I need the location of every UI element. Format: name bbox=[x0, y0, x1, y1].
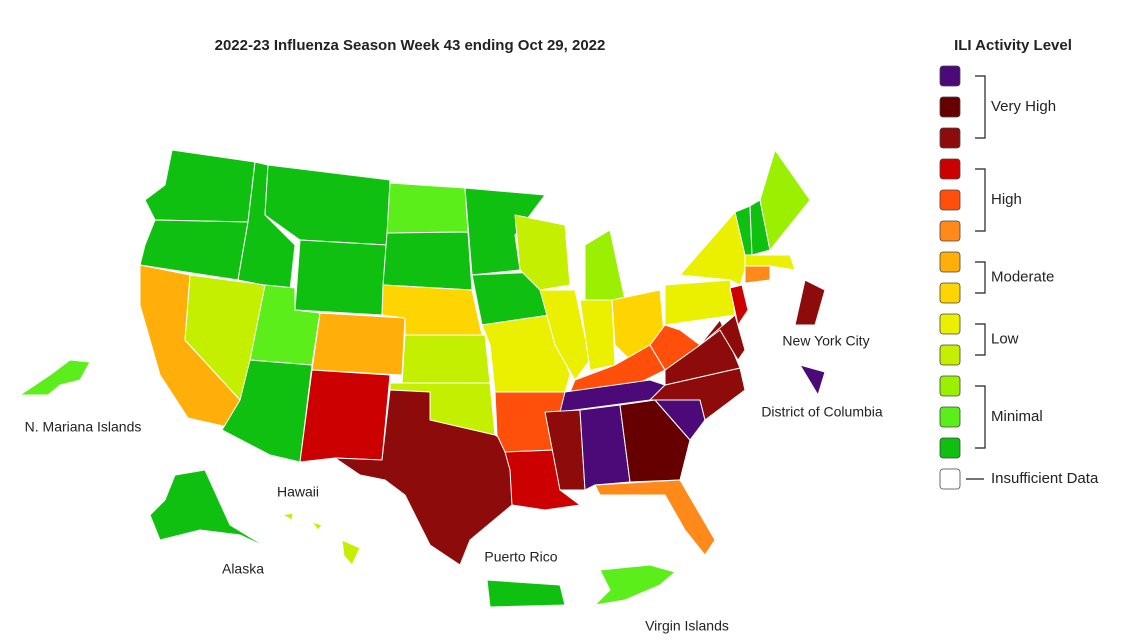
legend-swatch bbox=[939, 437, 961, 459]
legend-swatch bbox=[939, 375, 961, 397]
map-region bbox=[221, 359, 313, 463]
map-region bbox=[401, 334, 491, 384]
map-region bbox=[679, 211, 749, 286]
place-label: New York City bbox=[782, 333, 869, 349]
map-region bbox=[311, 521, 323, 531]
legend-swatch bbox=[939, 127, 961, 149]
map-region bbox=[139, 219, 249, 281]
place-label: N. Mariana Islands bbox=[25, 419, 142, 435]
legend-label: Minimal bbox=[991, 408, 1043, 425]
legend-label: Very High bbox=[991, 98, 1056, 115]
map-region bbox=[744, 265, 771, 284]
map-region bbox=[382, 231, 473, 291]
place-label: Virgin Islands bbox=[645, 618, 729, 634]
legend-swatch bbox=[939, 251, 961, 273]
legend-swatch bbox=[939, 313, 961, 335]
map-region bbox=[299, 369, 391, 463]
map-region bbox=[699, 314, 746, 361]
map-region bbox=[729, 284, 749, 326]
map-region bbox=[744, 254, 796, 271]
map-title: 2022-23 Influenza Season Week 43 ending … bbox=[215, 37, 606, 54]
legend-bracket bbox=[975, 261, 986, 294]
map-regions bbox=[19, 149, 826, 608]
map-region bbox=[311, 312, 406, 376]
place-label: Puerto Rico bbox=[484, 549, 557, 565]
legend-label: Moderate bbox=[991, 268, 1054, 285]
map-region bbox=[799, 364, 826, 396]
map-region bbox=[486, 579, 566, 608]
map-region bbox=[759, 149, 811, 251]
legend-swatch bbox=[939, 468, 961, 490]
legend-label: High bbox=[991, 191, 1022, 208]
map-region bbox=[594, 479, 716, 556]
map-region bbox=[294, 239, 388, 316]
legend-bracket bbox=[975, 323, 986, 356]
legend-label: Insufficient Data bbox=[991, 470, 1099, 487]
map-region bbox=[19, 359, 91, 396]
legend-bracket bbox=[975, 385, 986, 449]
map-region bbox=[282, 512, 294, 521]
legend-swatch bbox=[939, 158, 961, 180]
map-region bbox=[649, 324, 701, 371]
map-region bbox=[264, 164, 391, 246]
legend-swatch bbox=[939, 406, 961, 428]
legend-swatch bbox=[939, 220, 961, 242]
map-region bbox=[794, 279, 826, 326]
map-region bbox=[664, 279, 736, 326]
map-region bbox=[341, 539, 361, 566]
legend-bracket bbox=[975, 75, 986, 139]
place-label: District of Columbia bbox=[761, 404, 883, 420]
legend-swatch bbox=[939, 96, 961, 118]
legend-swatch bbox=[939, 65, 961, 87]
legend-label: Low bbox=[991, 330, 1019, 347]
map-region bbox=[149, 469, 269, 549]
map-region bbox=[584, 229, 626, 301]
map-region bbox=[594, 564, 676, 606]
legend-swatch bbox=[939, 344, 961, 366]
map-region bbox=[334, 389, 513, 566]
map-region bbox=[144, 149, 256, 223]
map-region bbox=[514, 214, 571, 291]
map-region bbox=[464, 187, 546, 276]
legend-title: ILI Activity Level bbox=[954, 37, 1072, 54]
legend-bracket bbox=[975, 168, 986, 232]
map-region bbox=[539, 289, 591, 381]
map-region bbox=[386, 182, 469, 234]
place-label: Alaska bbox=[222, 561, 264, 577]
place-label: Hawaii bbox=[277, 484, 319, 500]
legend-swatch bbox=[939, 189, 961, 211]
legend-swatch bbox=[939, 282, 961, 304]
